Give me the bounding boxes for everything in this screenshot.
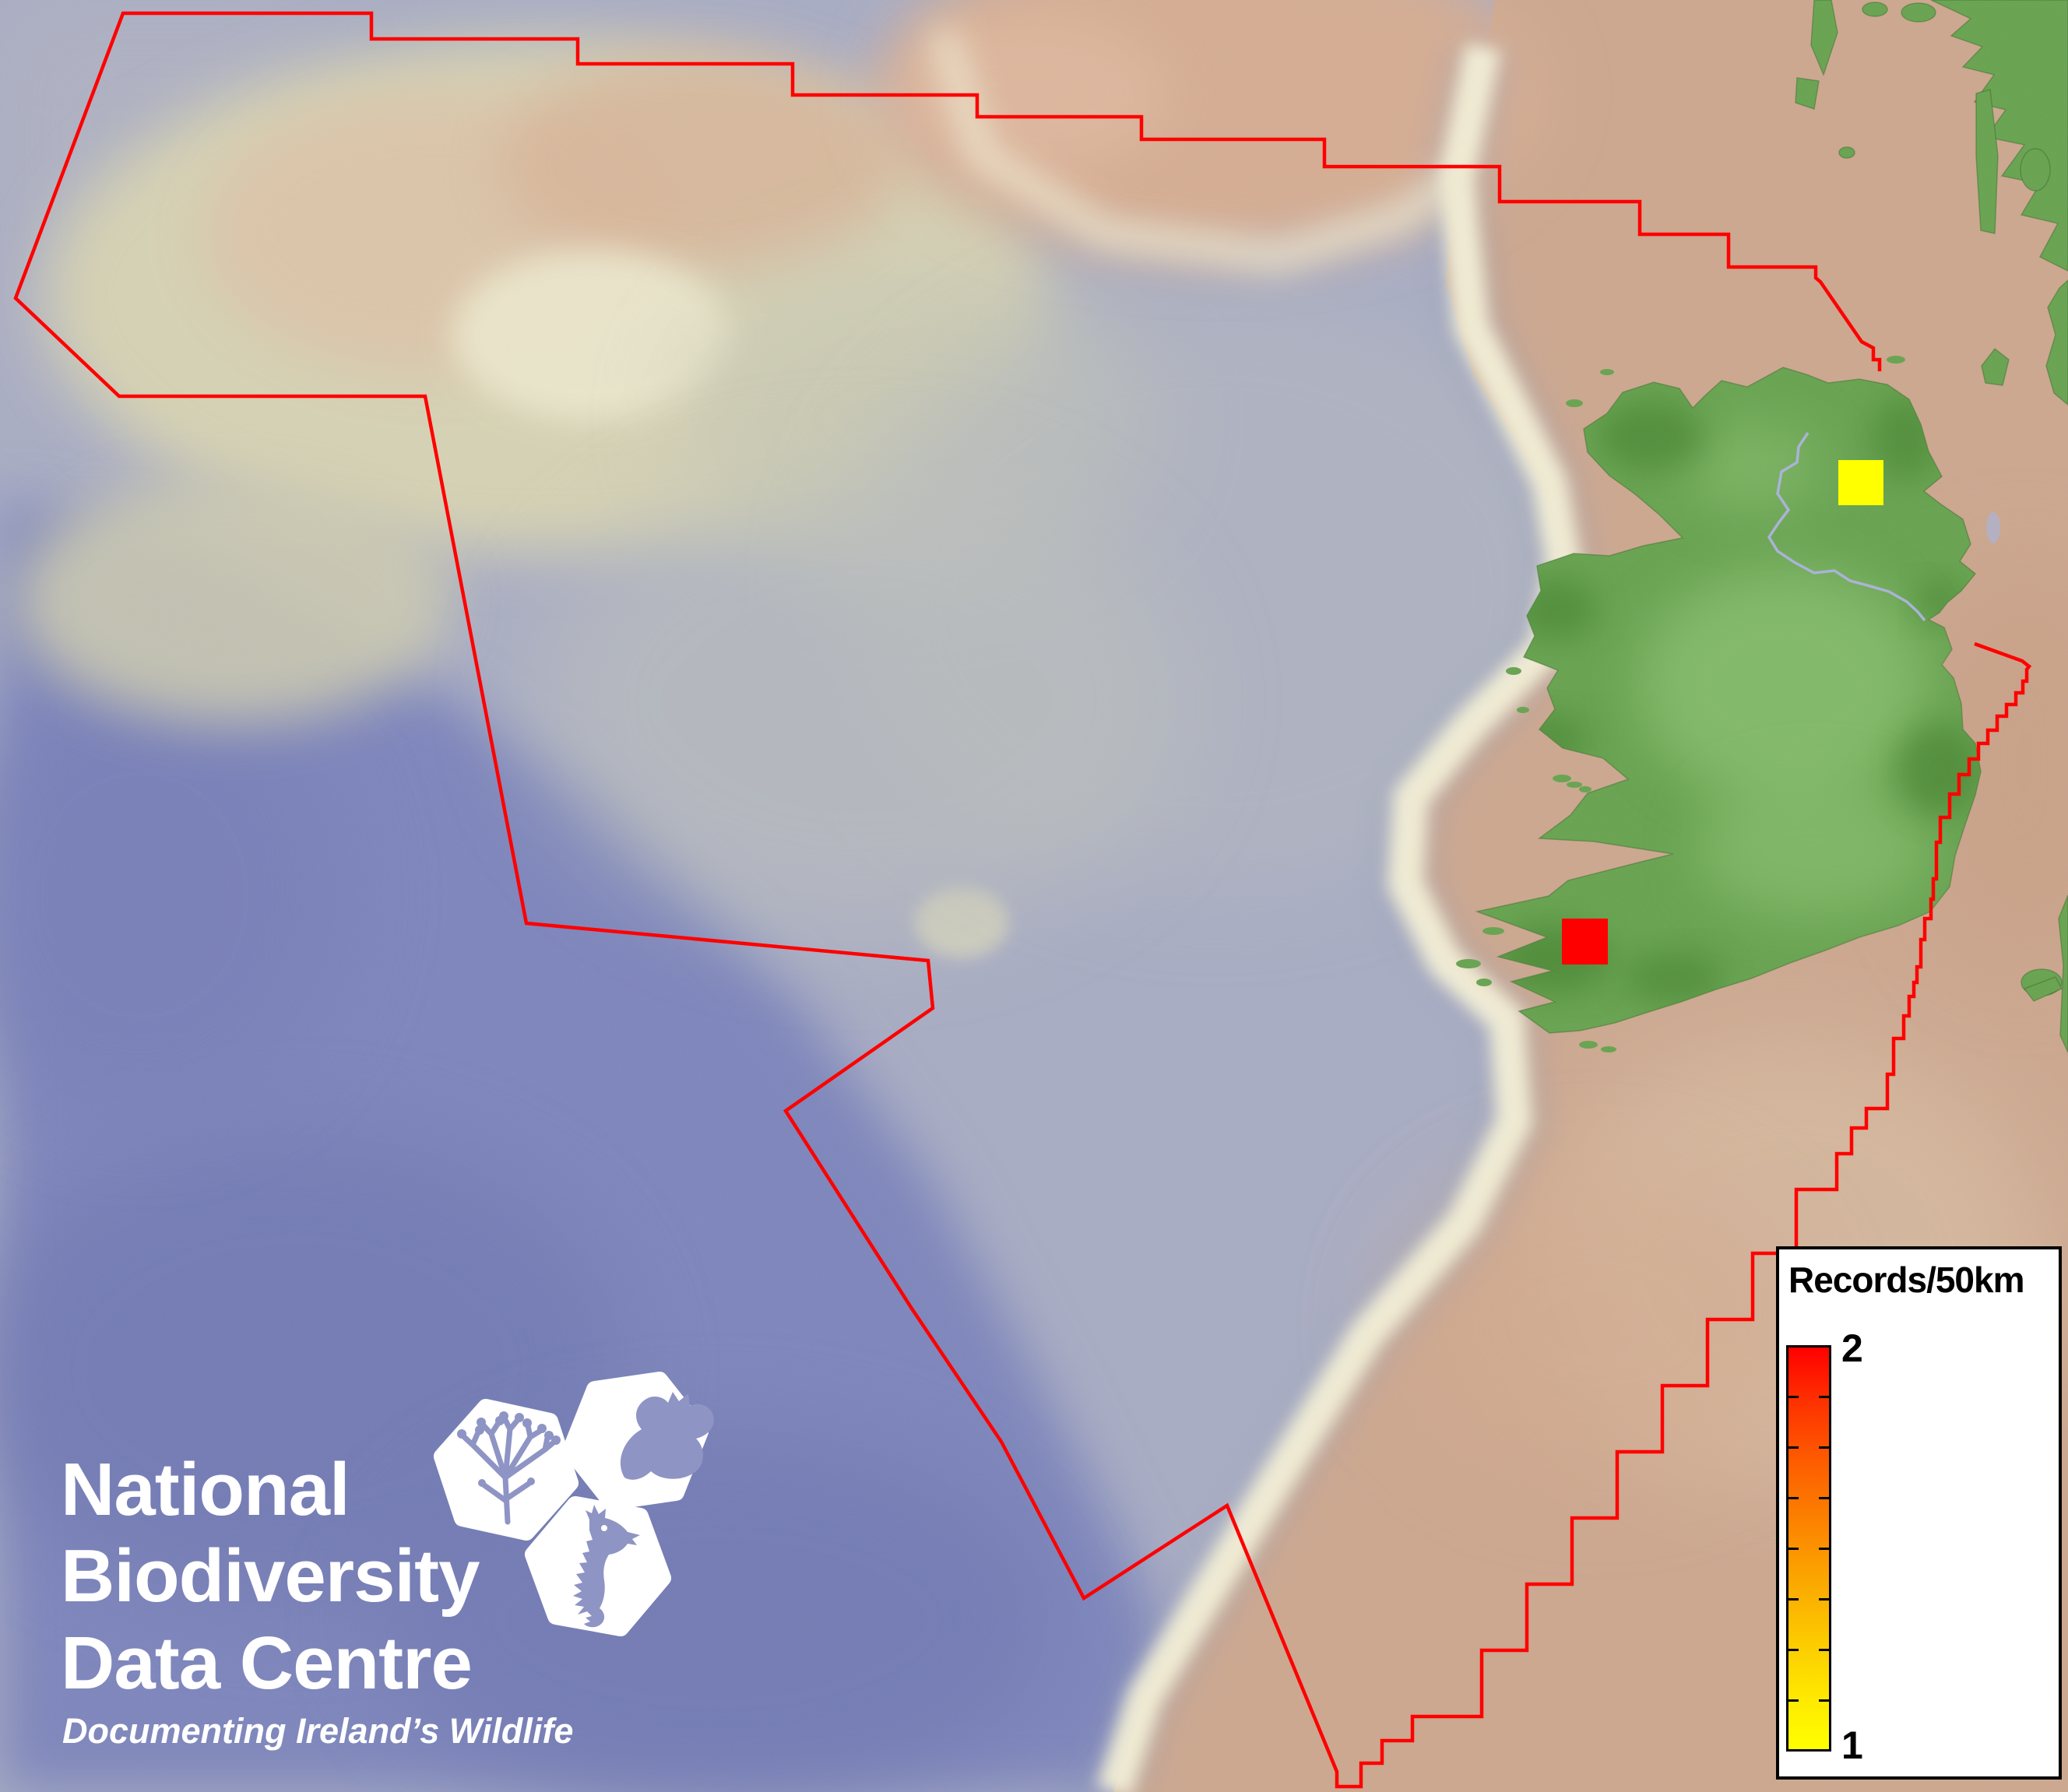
logo-line-biodiversity: Biodiversity: [61, 1534, 480, 1618]
legend-panel: Records/50km 2 1: [1776, 1246, 2062, 1780]
butterfly-hexagon: [562, 1372, 714, 1510]
plant-hexagon: [434, 1399, 579, 1541]
record-cell-2-records: [1562, 919, 1608, 965]
flowering-plant-buds: [457, 1411, 561, 1487]
designated-area-boundary-line: [13, 11, 2032, 1789]
legend-title: Records/50km: [1788, 1260, 2024, 1300]
legend-max-label: 2: [1841, 1326, 1863, 1370]
logo-tagline: Documenting Ireland’s Wildlife: [62, 1711, 574, 1751]
logo-line-national: National: [61, 1448, 350, 1531]
butterfly-icon: [620, 1392, 714, 1480]
legend-gradient-bar: [1786, 1345, 1831, 1752]
nbdc-logo-icons: [434, 1372, 714, 1636]
record-cell-1-record: [1838, 460, 1883, 505]
seahorse-icon: [573, 1505, 640, 1628]
logo-line-data-centre: Data Centre: [61, 1622, 473, 1705]
flowering-plant-icon: [459, 1415, 557, 1525]
seahorse-hexagon: [525, 1496, 671, 1636]
legend-min-label: 1: [1841, 1723, 1863, 1767]
